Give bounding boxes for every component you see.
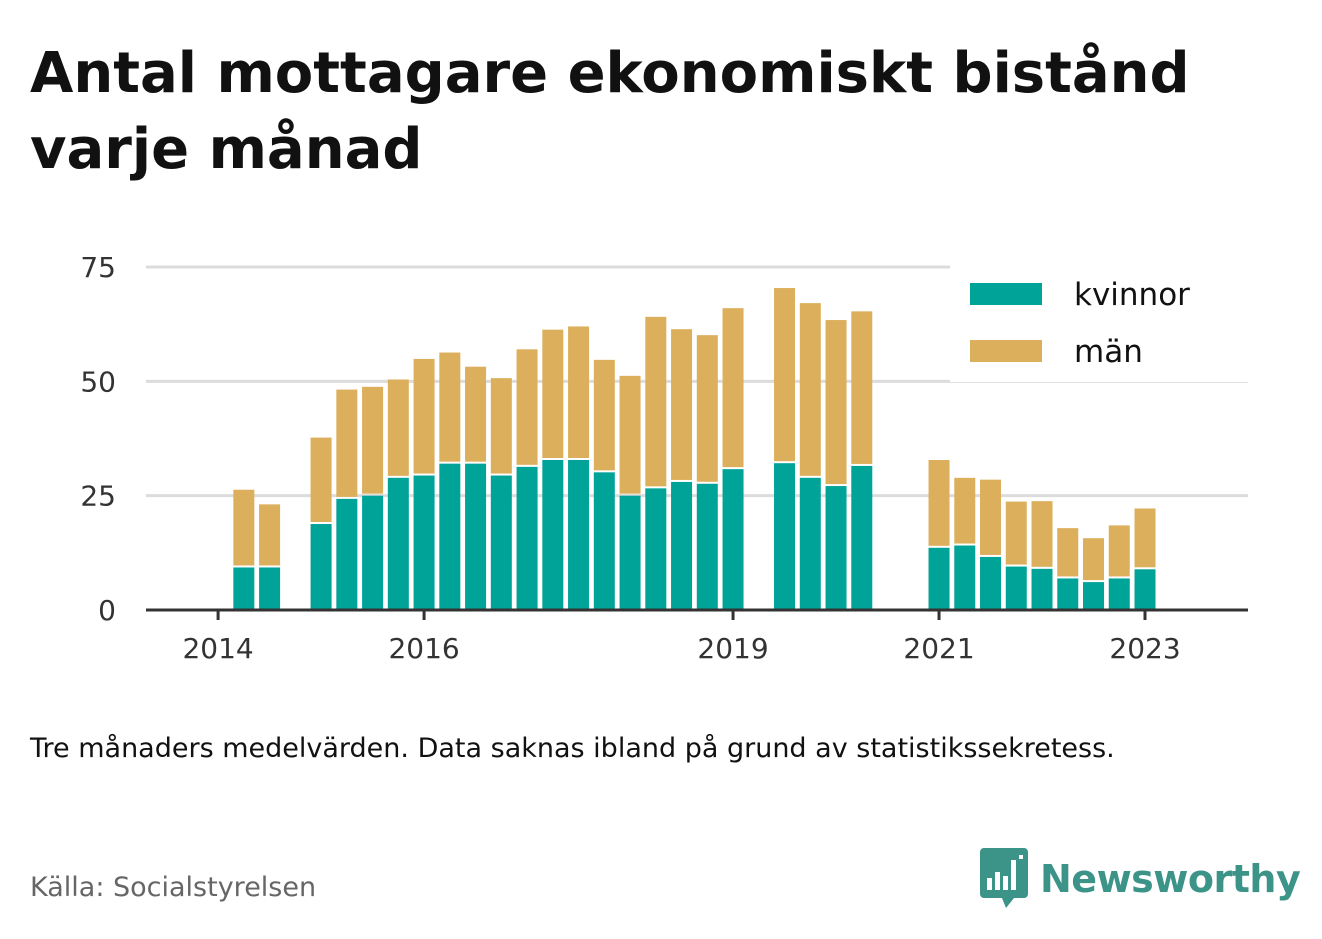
bar-man [619, 375, 641, 494]
bar-kvinnor [387, 477, 409, 610]
bar-kvinnor [671, 481, 693, 610]
bar-man [722, 308, 744, 468]
bar-man [593, 359, 615, 471]
x-tick-label: 2019 [697, 632, 768, 665]
bar-kvinnor [259, 567, 281, 610]
bar-kvinnor [851, 465, 873, 610]
bar-kvinnor [1108, 578, 1130, 610]
bar-kvinnor [490, 475, 512, 610]
bar-man [774, 288, 796, 462]
bar-man [568, 326, 590, 458]
bar-kvinnor [1031, 568, 1053, 610]
legend-label: män [1074, 334, 1143, 370]
bar-kvinnor [465, 463, 487, 610]
bar-kvinnor [1005, 566, 1027, 610]
bar-kvinnor [362, 495, 384, 610]
bar-kvinnor [593, 472, 615, 610]
legend: kvinnor män [950, 264, 1250, 382]
bar-kvinnor [696, 483, 718, 610]
bar-man [233, 489, 255, 566]
bar-kvinnor [233, 567, 255, 610]
legend-label: kvinnor [1074, 277, 1190, 313]
bar-man [851, 311, 873, 464]
bar-man [1057, 528, 1079, 577]
y-axis-ticks: 0 25 50 75 [80, 251, 116, 627]
bar-kvinnor [722, 469, 744, 610]
bar-man [980, 479, 1002, 555]
bar-kvinnor [825, 486, 847, 610]
x-axis: 2014 2016 2019 2021 2023 [146, 608, 1248, 665]
x-tick-label: 2023 [1109, 632, 1180, 665]
bar-man [825, 320, 847, 485]
chart-note: Tre månaders medelvärden. Data saknas ib… [30, 733, 1115, 764]
bar-man [1108, 525, 1130, 577]
bar-kvinnor [1057, 578, 1079, 610]
bars [233, 288, 1156, 610]
bar-man [696, 335, 718, 482]
bar-man [1083, 538, 1105, 581]
bar-man [645, 316, 667, 487]
legend-swatch [970, 340, 1042, 362]
bar-kvinnor [413, 475, 435, 610]
y-tick-label: 75 [80, 251, 116, 284]
bar-man [413, 358, 435, 474]
bar-man [490, 378, 512, 474]
bar-kvinnor [542, 459, 564, 610]
bar-kvinnor [619, 495, 641, 610]
y-tick-label: 25 [80, 480, 116, 513]
source-text: Källa: Socialstyrelsen [30, 872, 317, 903]
stacked-bar-chart: 0 25 50 75 2014 2016 2019 2021 2023 kvinnor män [80, 251, 1250, 665]
bar-kvinnor [928, 547, 950, 610]
x-tick-label: 2021 [903, 632, 974, 665]
y-tick-label: 50 [80, 365, 116, 398]
bar-man [310, 437, 332, 523]
bar-kvinnor [310, 524, 332, 610]
bar-man [1005, 501, 1027, 565]
bar-man [516, 349, 538, 465]
bar-man [362, 386, 384, 494]
bar-kvinnor [336, 498, 358, 610]
y-tick-label: 0 [98, 594, 116, 627]
bar-kvinnor [516, 466, 538, 610]
bar-man [928, 459, 950, 546]
bar-man [954, 477, 976, 544]
bar-kvinnor [774, 463, 796, 610]
bar-kvinnor [1083, 582, 1105, 610]
bar-man [439, 352, 461, 462]
bar-man [671, 329, 693, 480]
bar-kvinnor [954, 545, 976, 610]
bar-kvinnor [1134, 569, 1156, 610]
x-tick-label: 2014 [182, 632, 253, 665]
bar-kvinnor [980, 556, 1002, 610]
brand[interactable]: Newsworthy [980, 848, 1301, 910]
bar-kvinnor [439, 463, 461, 610]
bar-man [465, 366, 487, 462]
chart-title: Antal mottagare ekonomiskt bistånd varje… [30, 41, 1190, 182]
bar-man [1031, 501, 1053, 567]
bar-man [387, 379, 409, 476]
legend-swatch [970, 283, 1042, 305]
newsworthy-logo-icon [980, 848, 1028, 908]
bar-man [336, 389, 358, 497]
bar-man [1134, 508, 1156, 568]
bar-man [259, 504, 281, 566]
bar-kvinnor [799, 477, 821, 610]
x-tick-label: 2016 [388, 632, 459, 665]
bar-man [799, 303, 821, 476]
bar-man [542, 329, 564, 458]
bar-kvinnor [645, 488, 667, 610]
bar-kvinnor [568, 459, 590, 610]
brand-name: Newsworthy [1040, 857, 1301, 901]
